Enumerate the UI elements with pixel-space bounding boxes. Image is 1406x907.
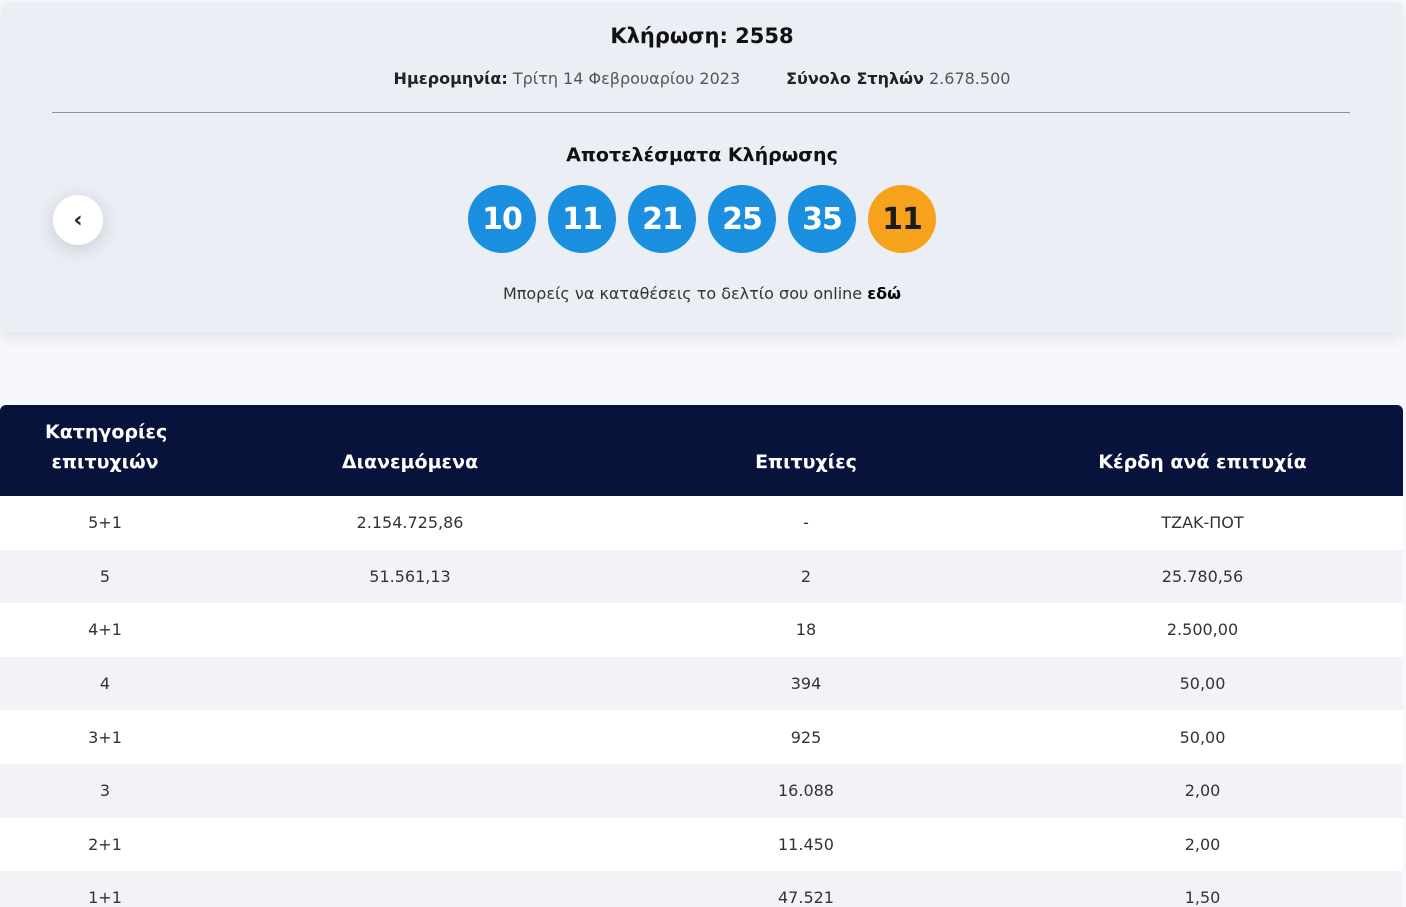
draw-title: Κλήρωση: 2558 <box>610 24 794 48</box>
cell-category: 5 <box>99 566 111 586</box>
cell-prize: 50,00 <box>1179 674 1226 694</box>
cell-winners: 11.450 <box>778 834 834 854</box>
cell-winners: 394 <box>790 674 822 694</box>
cell-winners: 925 <box>790 727 822 747</box>
online-note: Μπορείς να καταθέσεις το δελτίο σου onli… <box>2 284 1402 303</box>
number-ball: 11 <box>548 185 616 253</box>
table-row: 3 16.088 2,00 <box>0 763 1403 818</box>
cell-category: 5+1 <box>88 513 122 533</box>
table-row: 5+1 2.154.725,86 - ΤΖΑΚ-ΠΟΤ <box>0 496 1403 550</box>
date-value: Τρίτη 14 Φεβρουαρίου 2023 <box>512 69 741 88</box>
cell-prize: 2.500,00 <box>1166 620 1239 640</box>
online-text: Μπορείς να καταθέσεις το δελτίο σου onli… <box>502 284 863 303</box>
joker-ball: 11 <box>868 185 936 253</box>
cell-winners: 47.521 <box>778 888 834 907</box>
cell-winners: - <box>803 513 809 533</box>
table-row: 3+1 925 50,00 <box>0 710 1403 764</box>
results-title: Αποτελέσματα Κλήρωσης <box>566 144 838 166</box>
number-ball: 35 <box>788 185 856 253</box>
cell-prize: ΤΖΑΚ-ΠΟΤ <box>1161 513 1244 533</box>
table-row: 1+1 47.521 1,50 <box>0 871 1403 907</box>
draw-columns: Σύνολο Στηλών 2.678.500 <box>786 69 1010 88</box>
table-row: 2+1 11.450 2,00 <box>0 817 1403 872</box>
cell-prize: 50,00 <box>1179 727 1226 747</box>
cell-category: 4 <box>99 674 111 694</box>
online-link[interactable]: εδώ <box>867 284 902 303</box>
columns-label: Σύνολο Στηλών <box>786 69 924 88</box>
cell-distributed: 2.154.725,86 <box>356 513 464 533</box>
draw-meta: Ημερομηνία: Τρίτη 14 Φεβρουαρίου 2023 Σύ… <box>2 69 1402 88</box>
table-body: 5+1 2.154.725,86 - ΤΖΑΚ-ΠΟΤ 5 51.561,13 … <box>0 496 1403 907</box>
table-row: 4 394 50,00 <box>0 656 1403 711</box>
number-ball: 25 <box>708 185 776 253</box>
cell-category: 1+1 <box>88 888 122 907</box>
columns-value: 2.678.500 <box>929 69 1011 88</box>
number-ball: 10 <box>468 185 536 253</box>
number-ball: 21 <box>628 185 696 253</box>
header-prize-per-winner: Κέρδη ανά επιτυχία <box>1098 451 1307 473</box>
cell-prize: 2,00 <box>1184 781 1221 801</box>
cell-winners: 2 <box>800 566 812 586</box>
draw-date: Ημερομηνία: Τρίτη 14 Φεβρουαρίου 2023 <box>394 69 741 88</box>
cell-category: 3 <box>99 781 111 801</box>
cell-distributed: 51.561,13 <box>369 566 451 586</box>
header-distributed: Διανεμόμενα <box>341 451 479 473</box>
cell-category: 3+1 <box>88 727 122 747</box>
chevron-left-icon: ‹ <box>73 207 83 233</box>
table-row: 4+1 18 2.500,00 <box>0 603 1403 657</box>
header-categories: Κατηγορίες επιτυχιών <box>0 405 210 496</box>
prize-table: Κατηγορίες επιτυχιών Διανεμόμενα Επιτυχί… <box>0 405 1403 907</box>
cell-winners: 18 <box>795 620 817 640</box>
table-header: Κατηγορίες επιτυχιών Διανεμόμενα Επιτυχί… <box>0 405 1403 496</box>
divider <box>52 112 1350 113</box>
header-label: Κατηγορίες επιτυχιών <box>45 421 168 473</box>
cell-winners: 16.088 <box>778 781 834 801</box>
cell-category: 4+1 <box>88 620 122 640</box>
table-row: 5 51.561,13 2 25.780,56 <box>0 549 1403 604</box>
draw-card: Κλήρωση: 2558 Ημερομηνία: Τρίτη 14 Φεβρο… <box>2 2 1402 332</box>
cell-category: 2+1 <box>88 834 122 854</box>
header-winners: Επιτυχίες <box>755 451 857 473</box>
cell-prize: 25.780,56 <box>1161 566 1244 586</box>
previous-draw-button[interactable]: ‹ <box>53 195 103 245</box>
date-label: Ημερομηνία: <box>393 69 508 88</box>
cell-prize: 2,00 <box>1184 834 1221 854</box>
cell-prize: 1,50 <box>1184 888 1221 907</box>
drawn-numbers: 10 11 21 25 35 11 <box>468 185 936 253</box>
